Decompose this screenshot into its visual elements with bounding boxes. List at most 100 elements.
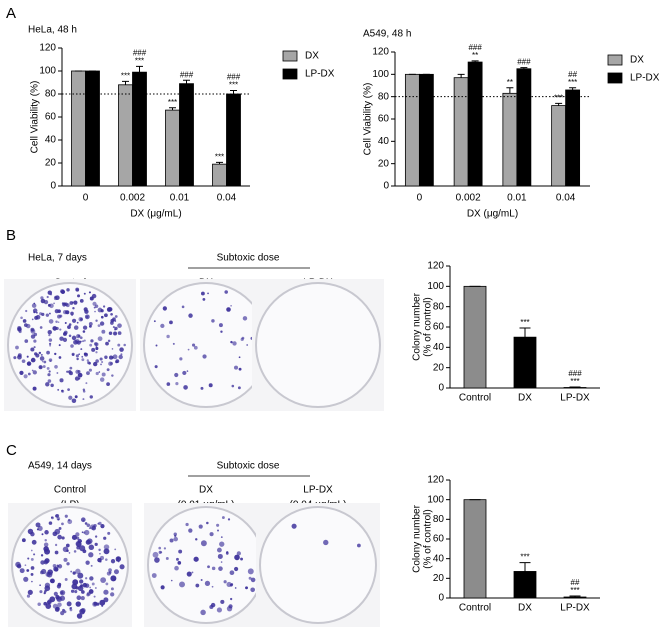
dish <box>259 506 377 624</box>
colony <box>77 572 84 579</box>
bar <box>132 71 147 187</box>
colony <box>78 353 80 356</box>
colony <box>250 577 256 583</box>
colony <box>158 550 162 554</box>
colony <box>120 353 123 356</box>
colony <box>59 328 62 331</box>
x-tick-label: Control <box>459 393 491 404</box>
colony <box>13 356 17 360</box>
colony <box>89 586 91 589</box>
colony <box>23 374 28 379</box>
colony <box>105 341 109 346</box>
colony <box>31 539 37 545</box>
colony <box>89 395 93 399</box>
error-bar <box>122 80 129 85</box>
error-bar <box>230 90 237 94</box>
colony <box>103 597 109 603</box>
colony <box>43 542 49 547</box>
colony <box>211 585 214 588</box>
colony <box>40 296 44 300</box>
colony <box>94 535 98 538</box>
colony <box>108 568 112 572</box>
significance-label: *** <box>168 98 177 107</box>
colony <box>52 326 57 331</box>
bar <box>513 571 537 599</box>
colony <box>250 587 256 593</box>
colony <box>117 560 120 563</box>
colony <box>30 357 36 363</box>
colony <box>179 581 186 588</box>
colony <box>99 377 105 382</box>
colony <box>185 522 189 527</box>
colony <box>67 325 71 329</box>
y-axis-label: (% of control) <box>423 297 434 356</box>
colony <box>248 576 252 580</box>
colony <box>95 351 98 354</box>
colony <box>230 340 233 344</box>
colony <box>84 529 90 536</box>
colony <box>70 311 74 316</box>
colony <box>112 354 118 360</box>
x-tick-label: 0.002 <box>120 193 145 204</box>
colony <box>93 595 96 598</box>
colony <box>186 571 192 577</box>
colony <box>236 551 241 556</box>
colony <box>173 532 177 536</box>
colony <box>106 382 110 387</box>
colony <box>216 523 220 527</box>
colony <box>195 583 200 588</box>
dish-label: Control <box>54 485 86 496</box>
colony <box>182 370 187 376</box>
y-axis-label: Colony number <box>412 504 423 572</box>
colony <box>33 311 36 314</box>
colony <box>76 321 79 324</box>
colony <box>26 361 32 366</box>
x-tick-label: DX <box>518 393 532 404</box>
y-tick-label: 100 <box>427 494 444 505</box>
x-tick-label: LP-DX <box>560 393 590 404</box>
significance-label: *** <box>554 93 563 102</box>
colony <box>48 370 51 373</box>
colony <box>77 370 81 374</box>
colony <box>83 292 86 295</box>
colony <box>46 350 50 355</box>
colony <box>42 365 46 368</box>
x-tick-label: LP-DX <box>560 603 590 614</box>
colony <box>56 516 61 521</box>
colony <box>209 532 214 537</box>
bar <box>516 68 532 187</box>
significance-label: ## <box>571 578 580 587</box>
significance-label: *** <box>570 377 579 386</box>
colony <box>47 329 52 335</box>
colony <box>81 590 85 594</box>
colony <box>181 305 185 309</box>
colony <box>195 538 198 541</box>
colony <box>79 340 82 343</box>
colony <box>76 357 79 361</box>
colony <box>26 355 29 358</box>
y-tick-label: 80 <box>433 301 445 312</box>
colony <box>240 557 243 561</box>
colony <box>30 573 34 576</box>
colony <box>52 531 58 537</box>
legend-label: DX <box>630 55 644 66</box>
colony <box>57 321 60 323</box>
colony <box>188 528 193 533</box>
bar <box>551 105 567 187</box>
colony <box>207 292 209 295</box>
colony <box>88 552 94 558</box>
colony <box>45 313 50 317</box>
bar <box>565 89 581 187</box>
y-tick-label: 40 <box>433 553 445 564</box>
colony <box>53 302 55 305</box>
colony <box>246 344 249 346</box>
colony <box>88 321 93 326</box>
dish <box>7 282 133 408</box>
error-bar <box>569 87 577 90</box>
error-bar <box>520 67 528 69</box>
colony <box>160 323 165 328</box>
colony <box>63 332 67 336</box>
colony <box>49 596 56 603</box>
y-tick-label: 40 <box>45 135 57 146</box>
colony <box>50 578 55 584</box>
